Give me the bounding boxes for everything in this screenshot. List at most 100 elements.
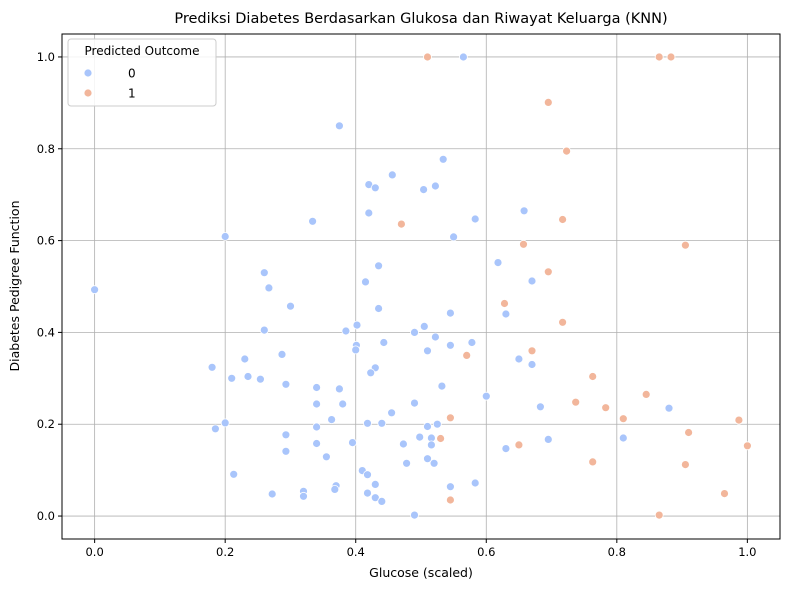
data-point-outcome-0 — [377, 496, 387, 506]
x-tick-label: 1.0 — [738, 545, 756, 559]
data-point-outcome-0 — [527, 276, 537, 286]
data-point-outcome-0 — [90, 285, 99, 295]
data-point-outcome-0 — [374, 261, 384, 271]
data-point-outcome-0 — [458, 52, 468, 62]
data-point-outcome-1 — [588, 372, 598, 381]
data-point-outcome-1 — [618, 414, 628, 424]
data-point-outcome-0 — [493, 258, 503, 268]
y-tick-label: 0.4 — [37, 325, 55, 339]
x-tick-label: 0.0 — [85, 545, 103, 559]
data-point-outcome-0 — [281, 430, 291, 440]
data-point-outcome-0 — [470, 214, 480, 224]
data-point-outcome-0 — [430, 332, 440, 342]
chart-title: Prediksi Diabetes Berdasarkan Glukosa da… — [174, 11, 667, 27]
y-tick-label: 0.8 — [37, 142, 55, 156]
data-point-outcome-0 — [351, 345, 361, 355]
data-point-outcome-1 — [558, 317, 567, 327]
data-point-outcome-0 — [281, 379, 291, 389]
data-point-outcome-0 — [445, 482, 455, 492]
data-point-outcome-1 — [519, 239, 528, 249]
y-tick-label: 0.2 — [37, 417, 55, 431]
data-point-outcome-1 — [681, 460, 690, 470]
data-point-outcome-0 — [259, 268, 269, 278]
legend-label-0: 0 — [128, 67, 136, 81]
data-point-outcome-0 — [423, 454, 432, 464]
data-point-outcome-1 — [514, 440, 524, 450]
data-point-outcome-1 — [654, 510, 664, 520]
data-point-outcome-0 — [437, 381, 447, 391]
data-point-outcome-0 — [432, 419, 442, 429]
data-point-outcome-0 — [281, 446, 291, 456]
data-point-outcome-0 — [519, 206, 529, 216]
data-point-outcome-0 — [229, 469, 239, 479]
data-point-outcome-0 — [379, 338, 389, 347]
data-point-outcome-0 — [210, 424, 220, 434]
data-point-outcome-0 — [536, 402, 545, 412]
data-point-outcome-0 — [220, 418, 230, 428]
data-point-outcome-0 — [334, 384, 344, 394]
data-point-outcome-1 — [500, 299, 509, 308]
y-axis-label: Diabetes Pedigree Function — [7, 201, 22, 372]
data-point-outcome-0 — [410, 510, 419, 520]
data-points — [90, 52, 752, 520]
data-point-outcome-0 — [370, 479, 380, 489]
data-point-outcome-0 — [363, 488, 372, 498]
data-point-outcome-1 — [734, 415, 744, 425]
data-point-outcome-0 — [470, 478, 480, 488]
x-tick-label: 0.8 — [608, 545, 626, 559]
data-point-outcome-0 — [423, 422, 432, 431]
data-point-outcome-0 — [387, 408, 397, 418]
data-point-outcome-0 — [370, 183, 380, 193]
plot-frame — [61, 33, 781, 540]
data-point-outcome-1 — [681, 240, 690, 250]
data-point-outcome-1 — [462, 350, 472, 360]
data-point-outcome-0 — [255, 374, 265, 384]
data-point-outcome-0 — [445, 340, 455, 350]
data-point-outcome-1 — [571, 397, 581, 407]
data-point-outcome-1 — [543, 98, 553, 107]
data-point-outcome-0 — [514, 354, 524, 364]
data-point-outcome-0 — [277, 349, 287, 359]
data-point-outcome-0 — [370, 493, 380, 503]
data-point-outcome-0 — [664, 403, 674, 413]
data-point-outcome-0 — [430, 181, 440, 191]
data-point-outcome-0 — [445, 308, 455, 318]
data-point-outcome-1 — [436, 434, 446, 443]
legend-box — [67, 38, 217, 107]
data-point-outcome-1 — [445, 495, 455, 505]
data-point-outcome-1 — [445, 413, 455, 423]
legend-title: Predicted Outcome — [85, 44, 200, 58]
data-point-outcome-0 — [366, 368, 376, 378]
data-point-outcome-1 — [543, 267, 553, 277]
data-point-outcome-0 — [429, 458, 439, 468]
data-point-outcome-0 — [481, 391, 491, 401]
data-point-outcome-1 — [558, 215, 567, 224]
data-point-outcome-0 — [398, 439, 408, 449]
legend-marker-0 — [83, 68, 93, 78]
data-point-outcome-0 — [363, 418, 372, 428]
data-point-outcome-0 — [364, 208, 374, 218]
data-point-outcome-0 — [374, 304, 384, 313]
data-point-outcome-1 — [396, 219, 406, 229]
data-point-outcome-0 — [426, 440, 436, 450]
data-point-outcome-0 — [207, 362, 217, 372]
data-point-outcome-0 — [312, 383, 322, 392]
data-point-outcome-1 — [666, 52, 676, 62]
data-point-outcome-0 — [423, 346, 432, 356]
data-point-outcome-0 — [259, 325, 269, 335]
data-point-outcome-0 — [227, 373, 237, 383]
data-point-outcome-1 — [641, 389, 651, 399]
data-point-outcome-1 — [720, 489, 729, 499]
data-point-outcome-0 — [419, 321, 429, 331]
data-point-outcome-0 — [402, 458, 412, 468]
data-point-outcome-0 — [467, 338, 477, 347]
data-point-outcome-0 — [321, 452, 331, 462]
data-point-outcome-0 — [363, 470, 372, 480]
data-point-outcome-1 — [588, 457, 598, 467]
data-point-outcome-0 — [220, 232, 230, 241]
data-point-outcome-0 — [312, 422, 322, 432]
data-point-outcome-0 — [501, 444, 511, 454]
x-tick-label: 0.6 — [477, 545, 495, 559]
data-point-outcome-0 — [240, 354, 250, 364]
data-point-outcome-0 — [410, 327, 419, 337]
